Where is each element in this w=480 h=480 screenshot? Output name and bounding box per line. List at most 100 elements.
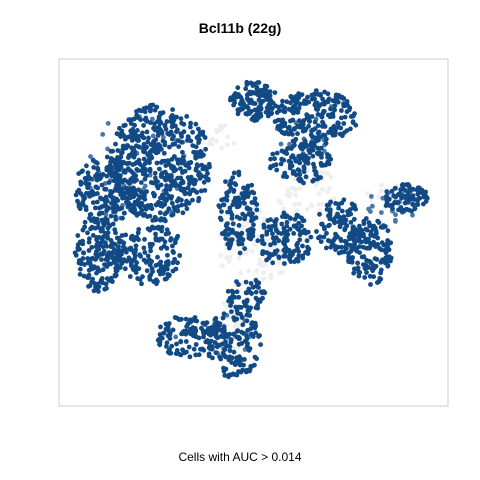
scatter-point-below [277, 271, 282, 276]
scatter-point-above [77, 204, 82, 209]
scatter-point-above [357, 224, 362, 229]
scatter-point-above [270, 260, 275, 265]
scatter-point-above [86, 184, 91, 189]
scatter-point-above [150, 269, 155, 274]
scatter-point-above [288, 227, 293, 232]
scatter-point-below [298, 186, 303, 191]
scatter-point-above [367, 220, 372, 225]
scatter-point-above [363, 263, 368, 268]
scatter-point-above [246, 191, 251, 196]
scatter-point-above [79, 169, 84, 174]
scatter-point-above [170, 121, 175, 126]
scatter-point-above [311, 162, 316, 167]
scatter-point-above [192, 318, 197, 323]
scatter-point-above [185, 138, 190, 143]
scatter-point-above [163, 219, 168, 224]
scatter-point-above [247, 313, 252, 318]
scatter-point-above [210, 347, 215, 352]
scatter-point-above [301, 218, 306, 223]
scatter-point-above [258, 342, 263, 347]
scatter-point-above [312, 143, 317, 148]
scatter-point-above [320, 102, 325, 107]
scatter-point-above [164, 322, 169, 327]
scatter-point-above [187, 181, 192, 186]
scatter-point-above [380, 240, 385, 245]
scatter-point-above [425, 195, 430, 200]
scatter-point-above [129, 131, 134, 136]
scatter-point-above [218, 321, 223, 326]
scatter-point-above [105, 234, 110, 239]
scatter-point-above [179, 116, 184, 121]
scatter-point-above [251, 334, 256, 339]
scatter-point-above [77, 258, 82, 263]
scatter-point-below [218, 123, 223, 128]
scatter-point-above [302, 101, 307, 106]
scatter-point-above [230, 175, 235, 180]
scatter-point-above [320, 120, 325, 125]
scatter-point-below [325, 190, 330, 195]
scatter-point-above [137, 145, 142, 150]
scatter-point-above [197, 196, 202, 201]
scatter-point-above [83, 220, 88, 225]
scatter-point-above [219, 209, 224, 214]
scatter-point-above [253, 355, 258, 360]
scatter-point-above [119, 261, 124, 266]
scatter-point-above [249, 291, 254, 296]
scatter-point-above [303, 128, 308, 133]
scatter-point-above [333, 103, 338, 108]
scatter-point-below [227, 259, 232, 264]
scatter-point-above [324, 246, 329, 251]
scatter-point-above [232, 171, 237, 176]
scatter-point-above [247, 232, 252, 237]
scatter-point-above [171, 250, 176, 255]
scatter-point-above [326, 130, 331, 135]
scatter-point-above [177, 352, 182, 357]
scatter-point-above [288, 163, 293, 168]
scatter-point-above [337, 251, 342, 256]
scatter-point-above [151, 126, 156, 131]
scatter-point-above [130, 236, 135, 241]
scatter-point-above [302, 169, 307, 174]
scatter-point-above [270, 100, 275, 105]
scatter-point-above [173, 238, 178, 243]
scatter-point-above [266, 110, 271, 115]
scatter-point-above [159, 336, 164, 341]
scatter-point-above [145, 268, 150, 273]
scatter-point-above [296, 167, 301, 172]
scatter-point-above [339, 238, 344, 243]
scatter-point-above [158, 325, 163, 330]
scatter-point-above [326, 155, 331, 160]
scatter-point-above [176, 161, 181, 166]
scatter-point-above [242, 217, 247, 222]
scatter-point-above [134, 270, 139, 275]
scatter-point-above [80, 239, 85, 244]
scatter-point-above [326, 223, 331, 228]
scatter-point-mid [369, 194, 374, 199]
scatter-point-above [282, 229, 287, 234]
scatter-point-above [104, 187, 109, 192]
scatter-point-above [199, 174, 204, 179]
scatter-point-above [409, 209, 414, 214]
scatter-point-above [343, 115, 348, 120]
scatter-point-above [170, 113, 175, 118]
scatter-point-above [222, 335, 227, 340]
scatter-point-above [161, 266, 166, 271]
scatter-point-above [288, 100, 293, 105]
scatter-point-above [79, 182, 84, 187]
scatter-point-above [296, 213, 301, 218]
scatter-point-above [152, 193, 157, 198]
scatter-point-above [222, 311, 227, 316]
scatter-point-above [223, 355, 228, 360]
scatter-point-above [234, 305, 239, 310]
scatter-point-above [109, 276, 114, 281]
scatter-point-above [229, 240, 234, 245]
scatter-point-below [232, 345, 237, 350]
scatter-point-above [101, 244, 106, 249]
scatter-point-above [271, 252, 276, 257]
scatter-point-above [326, 238, 331, 243]
scatter-point-above [284, 235, 289, 240]
scatter-point-above [282, 171, 287, 176]
scatter-point-above [235, 234, 240, 239]
scatter-point-above [305, 238, 310, 243]
scatter-point-above [112, 258, 117, 263]
